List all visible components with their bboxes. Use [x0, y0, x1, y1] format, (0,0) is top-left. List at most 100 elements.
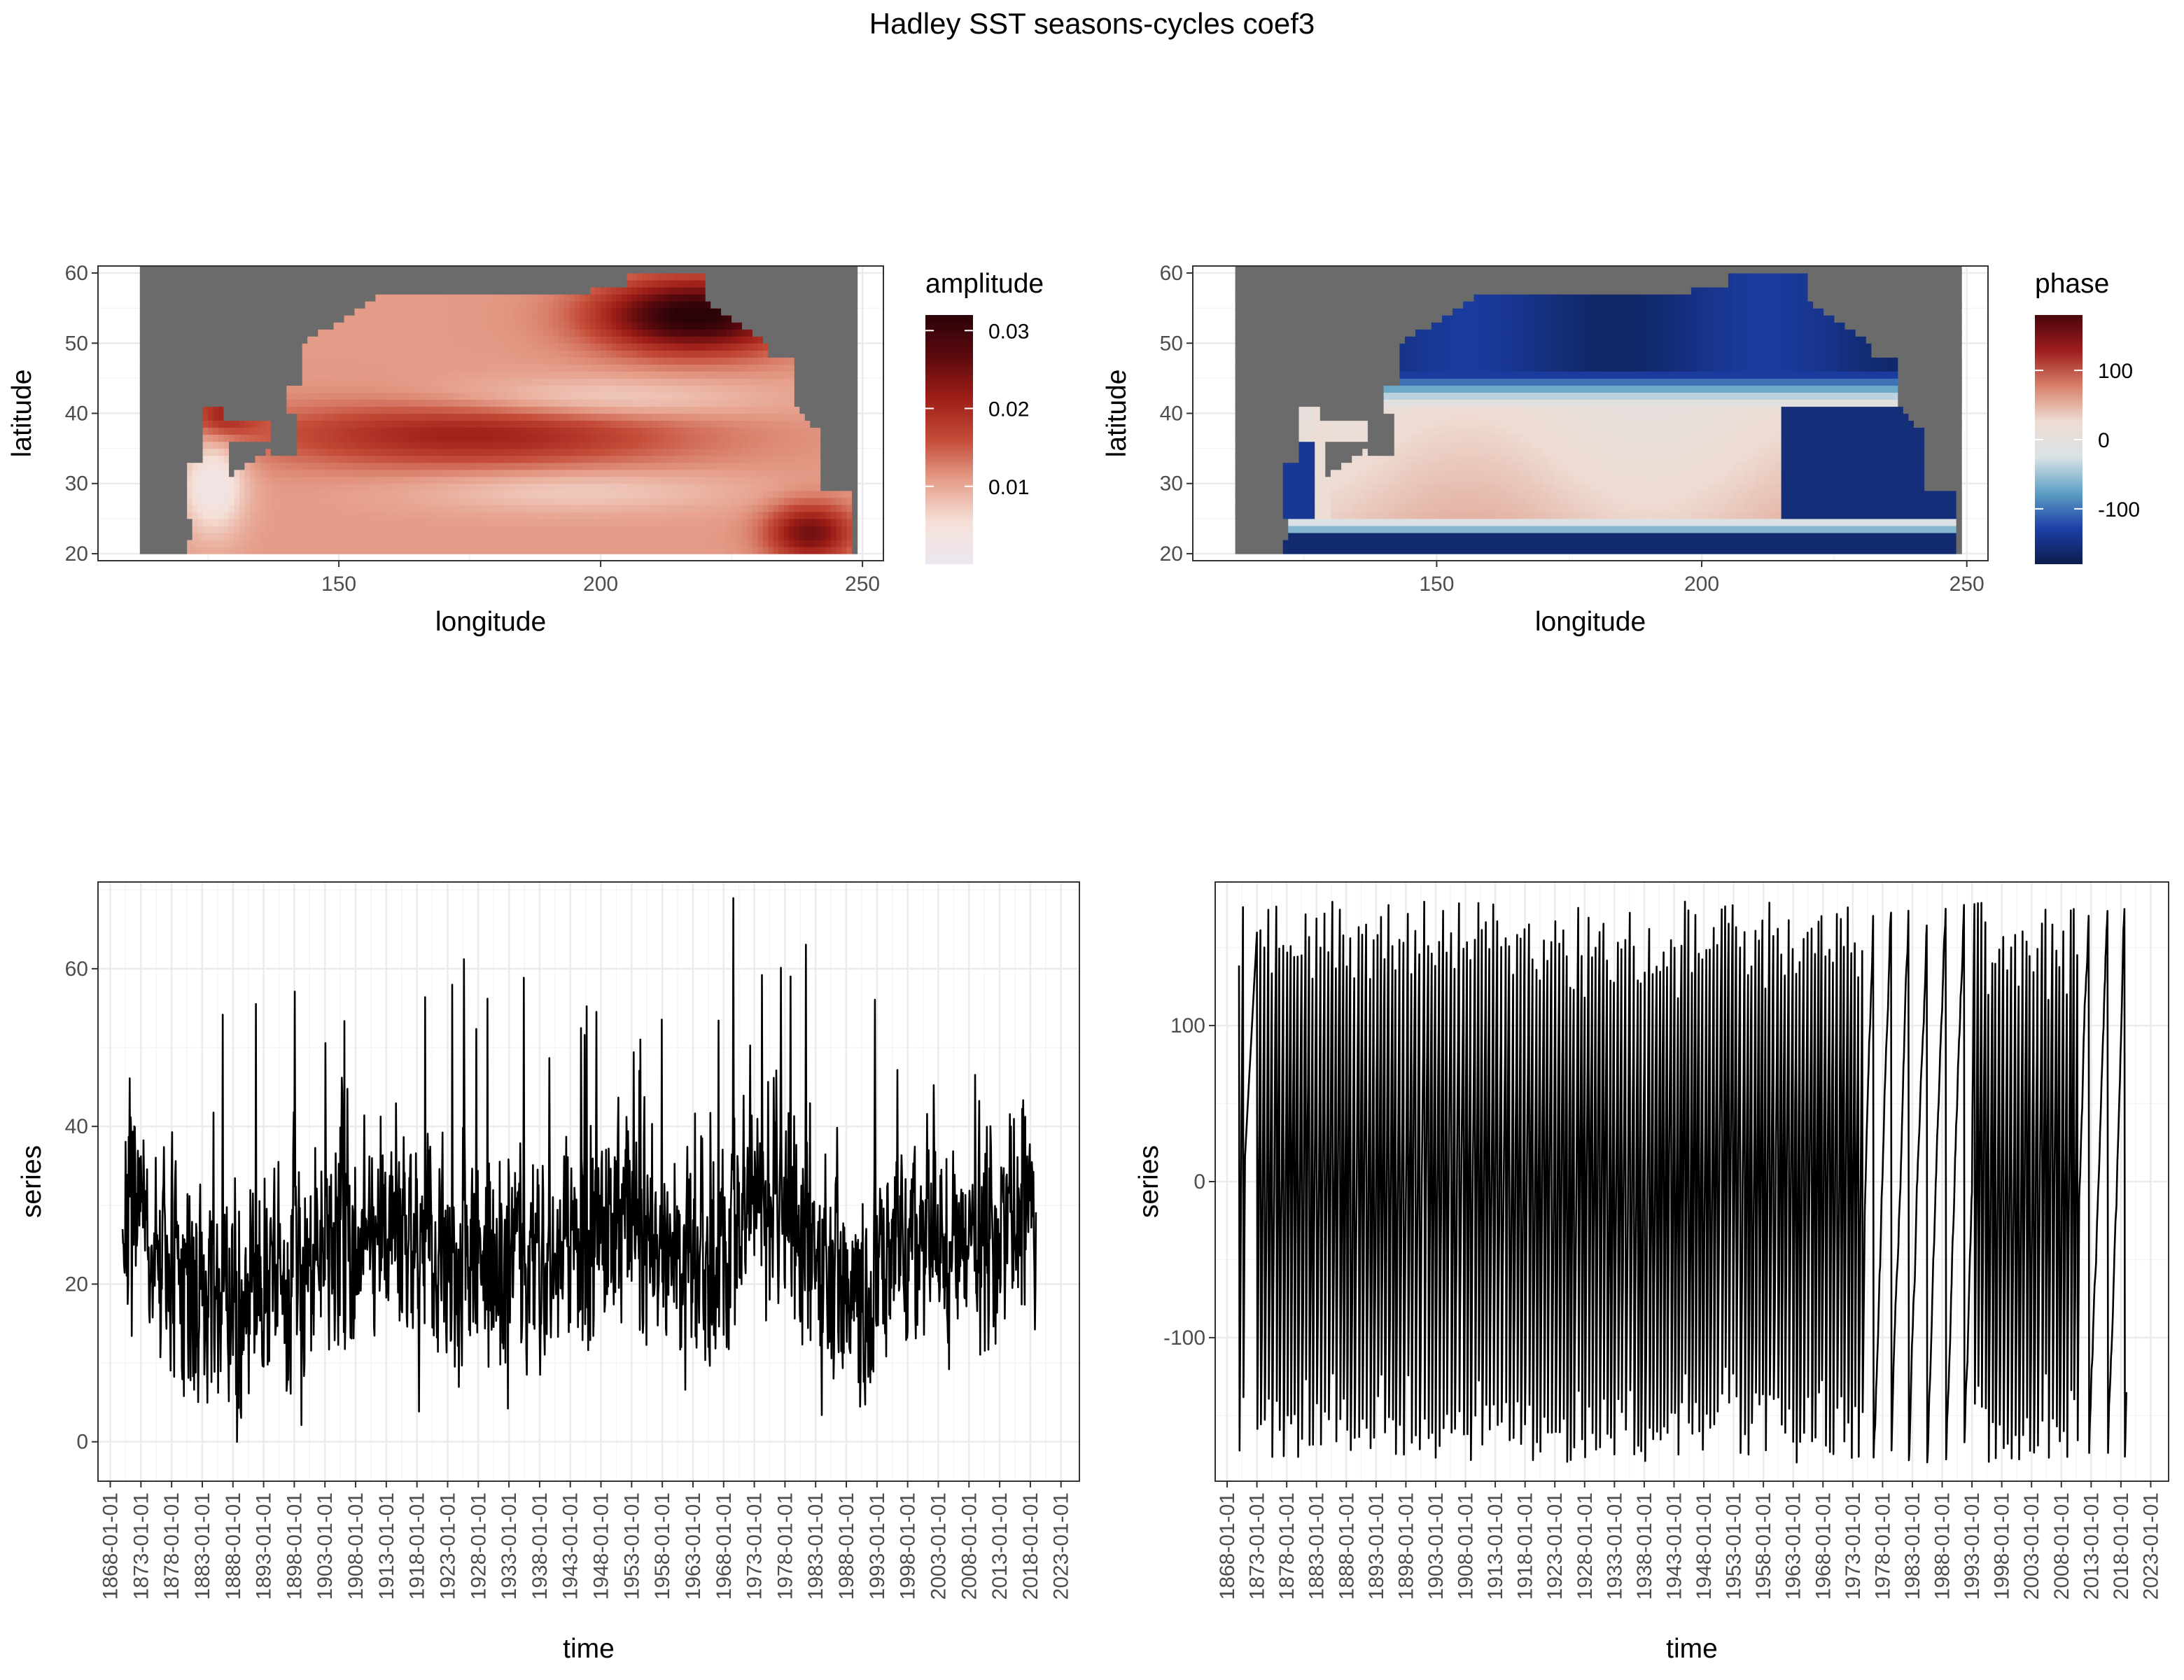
heatmap-cell	[218, 547, 225, 554]
heatmap-cell	[229, 434, 235, 442]
heatmap-cell	[768, 364, 774, 372]
heatmap-cell	[1648, 322, 1655, 330]
heatmap-cell	[1739, 427, 1750, 435]
heatmap-cell	[454, 441, 486, 449]
heatmap-cell	[752, 392, 759, 400]
heatmap-cell	[1601, 308, 1628, 316]
heatmap-cell	[574, 357, 580, 365]
heatmap-cell	[690, 441, 696, 449]
heatmap-cell	[1441, 343, 1448, 351]
heatmap-cell	[606, 462, 612, 470]
heatmap-cell	[1282, 504, 1315, 512]
heatmap-cell	[710, 448, 717, 456]
heatmap-cell	[1436, 469, 1448, 477]
heatmap-cell	[1834, 336, 1840, 344]
heatmap-cell	[1494, 483, 1501, 491]
heatmap-cell	[668, 273, 675, 281]
heatmap-cell	[726, 357, 732, 365]
heatmap-cell	[1410, 427, 1416, 435]
heatmap-cell	[1739, 476, 1745, 484]
heatmap-cell	[401, 448, 407, 456]
x-tick-label: 200	[1684, 573, 1719, 596]
heatmap-cell	[648, 280, 654, 288]
heatmap-cell	[197, 476, 204, 484]
heatmap-cell	[318, 378, 329, 386]
heatmap-cell	[815, 483, 821, 491]
heatmap-cell	[1569, 420, 1581, 428]
heatmap-cell	[302, 462, 308, 470]
heatmap-cell	[1686, 336, 1692, 344]
heatmap-cell	[501, 308, 507, 316]
heatmap-cell	[595, 483, 601, 491]
heatmap-cell	[622, 364, 628, 372]
heatmap-cell	[1765, 462, 1772, 470]
heatmap-cell	[736, 350, 743, 358]
heatmap-cell	[1574, 406, 1586, 414]
heatmap-cell	[1632, 336, 1639, 344]
heatmap-cell	[1548, 469, 1554, 477]
heatmap-cell	[1786, 280, 1793, 288]
heatmap-cell	[1490, 364, 1496, 372]
heatmap-cell	[606, 406, 612, 414]
heatmap-cell	[249, 490, 255, 498]
heatmap-cell	[606, 490, 612, 498]
heatmap-cell	[1521, 301, 1527, 309]
heatmap-cell	[1744, 497, 1750, 505]
heatmap-cell	[721, 483, 727, 491]
heatmap-cell	[626, 294, 633, 302]
heatmap-cell	[307, 399, 314, 407]
land-cell	[1235, 406, 1300, 414]
heatmap-cell	[522, 518, 628, 526]
heatmap-cell	[1712, 476, 1718, 484]
heatmap-cell	[768, 539, 774, 547]
heatmap-cell	[417, 441, 424, 449]
heatmap-cell	[673, 385, 680, 393]
heatmap-cell	[742, 441, 748, 449]
heatmap-cell	[1426, 434, 1432, 442]
heatmap-cell	[1632, 497, 1665, 505]
heatmap-cell	[752, 497, 759, 505]
heatmap-cell	[1702, 350, 1708, 358]
heatmap-cell	[705, 476, 711, 484]
heatmap-cell	[1590, 406, 1602, 414]
heatmap-cell	[501, 343, 512, 351]
heatmap-cell	[265, 455, 272, 463]
heatmap-cell	[459, 518, 465, 526]
heatmap-cell	[1601, 413, 1618, 421]
heatmap-cell	[668, 371, 675, 379]
heatmap-cell	[820, 504, 827, 512]
heatmap-cell	[1733, 294, 1740, 302]
heatmap-cell	[1739, 329, 1745, 337]
heatmap-cell	[1739, 301, 1745, 309]
heatmap-cell	[1628, 343, 1634, 351]
heatmap-cell	[1579, 413, 1586, 421]
heatmap-cell	[763, 364, 769, 372]
heatmap-cell	[527, 322, 533, 330]
heatmap-cell	[1548, 350, 1554, 358]
heatmap-cell	[1675, 343, 1681, 351]
heatmap-cell	[1341, 462, 1352, 470]
heatmap-cell	[1770, 308, 1777, 316]
heatmap-cell	[606, 357, 612, 365]
heatmap-cell	[548, 378, 554, 386]
heatmap-cell	[202, 462, 209, 470]
heatmap-cell	[375, 385, 386, 393]
heatmap-cell	[370, 406, 377, 414]
heatmap-cell	[1690, 287, 1698, 295]
heatmap-cell	[673, 308, 717, 316]
heatmap-cell	[218, 427, 225, 435]
heatmap-cell	[307, 420, 314, 428]
heatmap-cell	[1670, 364, 1676, 372]
heatmap-cell	[574, 392, 580, 400]
land-cell	[1924, 455, 1962, 463]
heatmap-cell	[1728, 315, 1735, 323]
heatmap-cell	[1776, 273, 1782, 281]
heatmap-cell	[1542, 441, 1548, 449]
heatmap-cell	[1527, 490, 1533, 498]
heatmap-cell	[1378, 483, 1385, 491]
heatmap-cell	[648, 350, 654, 358]
heatmap-cell	[1733, 364, 1740, 372]
heatmap-cell	[202, 427, 209, 435]
heatmap-cell	[229, 497, 235, 505]
